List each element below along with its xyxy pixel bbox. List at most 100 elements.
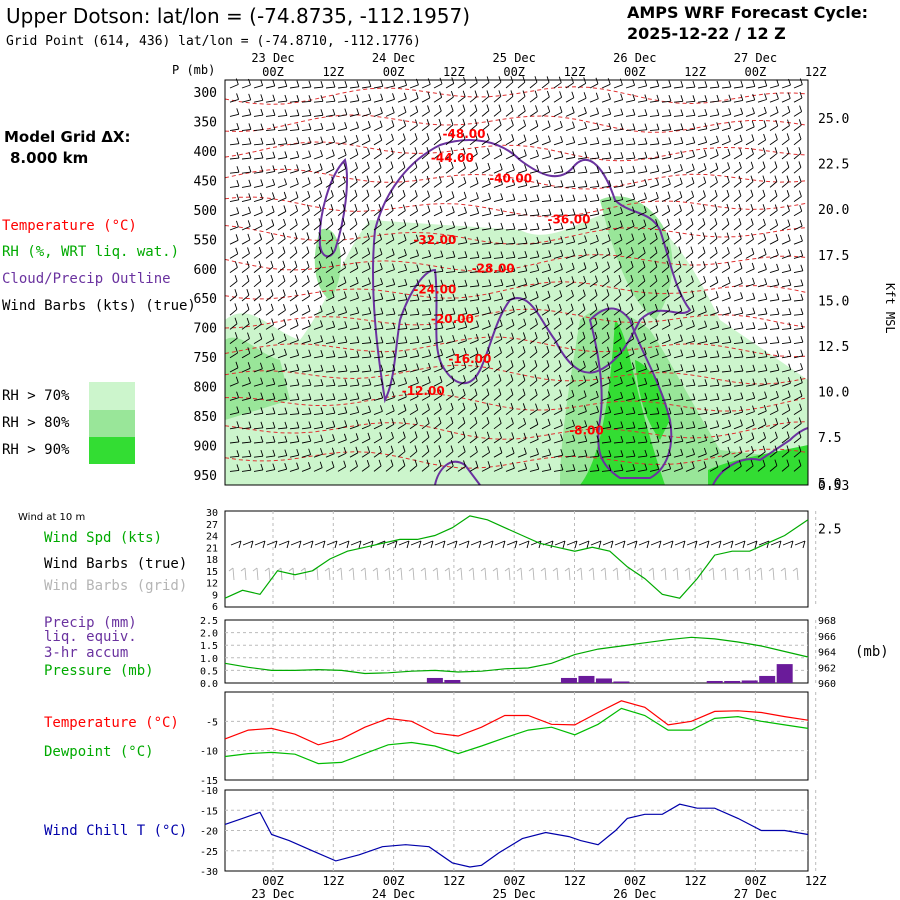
precip-bar [596,678,612,683]
wind-tick-label: 27 [206,520,218,531]
precip-bar [759,676,775,683]
top-date-label: 24 Dec [372,51,415,65]
precip-bar [613,681,629,683]
precip-bar [578,676,594,683]
bottom-hour-tick-label: 00Z [503,874,525,888]
pressure-tick-label: 400 [194,145,217,160]
height-tick-label: 15.0 [818,294,849,309]
pressure-tick-label: 960 [818,679,836,690]
pressure-tick-label: 450 [194,174,217,189]
pressure-tick-label: 700 [194,322,217,337]
pressure-tick-label: 650 [194,292,217,307]
panel-frame [225,511,808,607]
wind-tick-label: 24 [206,532,218,543]
bottom-hour-tick-label: 12Z [443,874,465,888]
wind-chill-tick-label: -20 [200,827,218,838]
grid-point-label: Grid Point (614, 436) lat/lon = (-74.871… [6,34,421,49]
pressure-axis-unit: P (mb) [172,63,215,77]
dewpoint-label: Dewpoint (°C) [44,744,154,760]
pressure-tick-label: 950 [194,469,217,484]
top-hour-tick-label: 00Z [624,65,646,79]
isotherm-label: -48.00 [443,127,486,141]
isotherm-label: -36.00 [548,212,591,226]
isotherm-label: -32.00 [413,233,456,247]
pressure-tick-label: 966 [818,632,836,643]
kft-axis-label: Kft MSL [883,283,897,334]
legend-rh: RH (%, WRT liq. wat.) [2,244,179,260]
isotherm-label: -20.00 [431,312,474,326]
precip-bar [561,678,577,683]
pressure-label: Pressure (mb) [44,663,154,679]
precip-tick-label: 0.5 [200,666,218,677]
bottom-date-label: 23 Dec [251,887,294,900]
top-hour-tick-label: 00Z [383,65,405,79]
precip-liq-label: liq. equiv. [44,629,137,645]
top-date-label: 26 Dec [613,51,656,65]
height-tick-label: 25.0 [818,112,849,127]
wind-speed-label: Wind Spd (kts) [44,530,162,546]
top-date-label: 27 Dec [734,51,777,65]
wind-chill-tick-label: -30 [200,867,218,878]
wind-chill-tick-label: -15 [200,806,218,817]
bottom-hour-tick-label: 00Z [383,874,405,888]
precip-tick-label: 2.5 [200,616,218,627]
bottom-hour-tick-label: 12Z [805,874,827,888]
legend-rh80-swatch [89,410,135,437]
pressure-tick-label: 500 [194,204,217,219]
precip-tick-label: 1.5 [200,641,218,652]
pressure-tick-label: 300 [194,86,217,101]
cycle-value: 2025-12-22 / 12 Z [627,24,786,43]
wind-barbs-grid-label: Wind Barbs (grid) [44,578,187,594]
bottom-hour-tick-label: 00Z [262,874,284,888]
wind-tick-label: 12 [206,579,218,590]
top-hour-tick-label: 12Z [443,65,465,79]
precip-bar [444,680,460,683]
model-grid-label: Model Grid ΔX: [4,128,131,146]
height-tick-label: 22.5 [818,158,849,173]
pressure-tick-label: 964 [818,648,836,659]
legend-rh70: RH > 70% [2,388,70,404]
isotherm-label: -16.00 [448,352,491,366]
cross-section-panel: -48.00-44.00-40.00-36.00-32.00-28.00-24.… [194,76,897,537]
panel-frame [225,790,808,871]
isotherm-label: -28.00 [472,261,515,275]
height-tick-label: 0.53 [818,479,849,494]
precip-bar [427,678,443,683]
cycle-label: AMPS WRF Forecast Cycle: [627,3,868,22]
temperature-tick-label: -5 [206,717,218,728]
top-hour-tick-label: 00Z [745,65,767,79]
precip-bar [707,681,723,683]
bottom-hour-tick-label: 12Z [564,874,586,888]
isotherm-label: -24.00 [413,283,456,297]
isotherm-label: -12.00 [402,384,445,398]
pressure-tick-label: 968 [818,616,836,627]
pressure-tick-label: 850 [194,410,217,425]
precip-bar [742,680,758,683]
wind-tick-label: 18 [206,555,218,566]
bottom-time-axis: 00Z 12Z 00Z 12Z 00Z 12Z 00Z 12Z 00Z 12Z23 Dec 24 D… [251,874,826,900]
pressure-tick-label: 962 [818,663,836,674]
bottom-date-label: 24 Dec [372,887,415,900]
panel-frame [225,620,808,683]
temperature-tick-label: -10 [200,747,218,758]
legend-cloud: Cloud/Precip Outline [2,271,171,287]
bottom-date-label: 27 Dec [734,887,777,900]
precip-tick-label: 0.0 [200,679,218,690]
pressure-tick-label: 550 [194,233,217,248]
wind-tick-label: 6 [212,602,218,613]
height-tick-label: 20.0 [818,203,849,218]
isotherm-label: -40.00 [489,172,532,186]
precip-tick-label: 2.0 [200,629,218,640]
model-grid-value: 8.000 km [10,149,88,167]
height-ticks: 25.022.520.017.515.012.510.07.55.02.50.5… [818,112,849,537]
pressure-tick-label: 800 [194,381,217,396]
wind-tick-label: 15 [206,567,218,578]
wind-chill-label: Wind Chill T (°C) [44,823,187,839]
top-date-label: 23 Dec [251,51,294,65]
bottom-hour-tick-label: 00Z [624,874,646,888]
bottom-hour-tick-label: 00Z [745,874,767,888]
wind-chill-tick-label: -25 [200,847,218,858]
bottom-hour-tick-label: 12Z [322,874,344,888]
top-hour-tick-label: 00Z [262,65,284,79]
height-tick-label: 12.5 [818,340,849,355]
